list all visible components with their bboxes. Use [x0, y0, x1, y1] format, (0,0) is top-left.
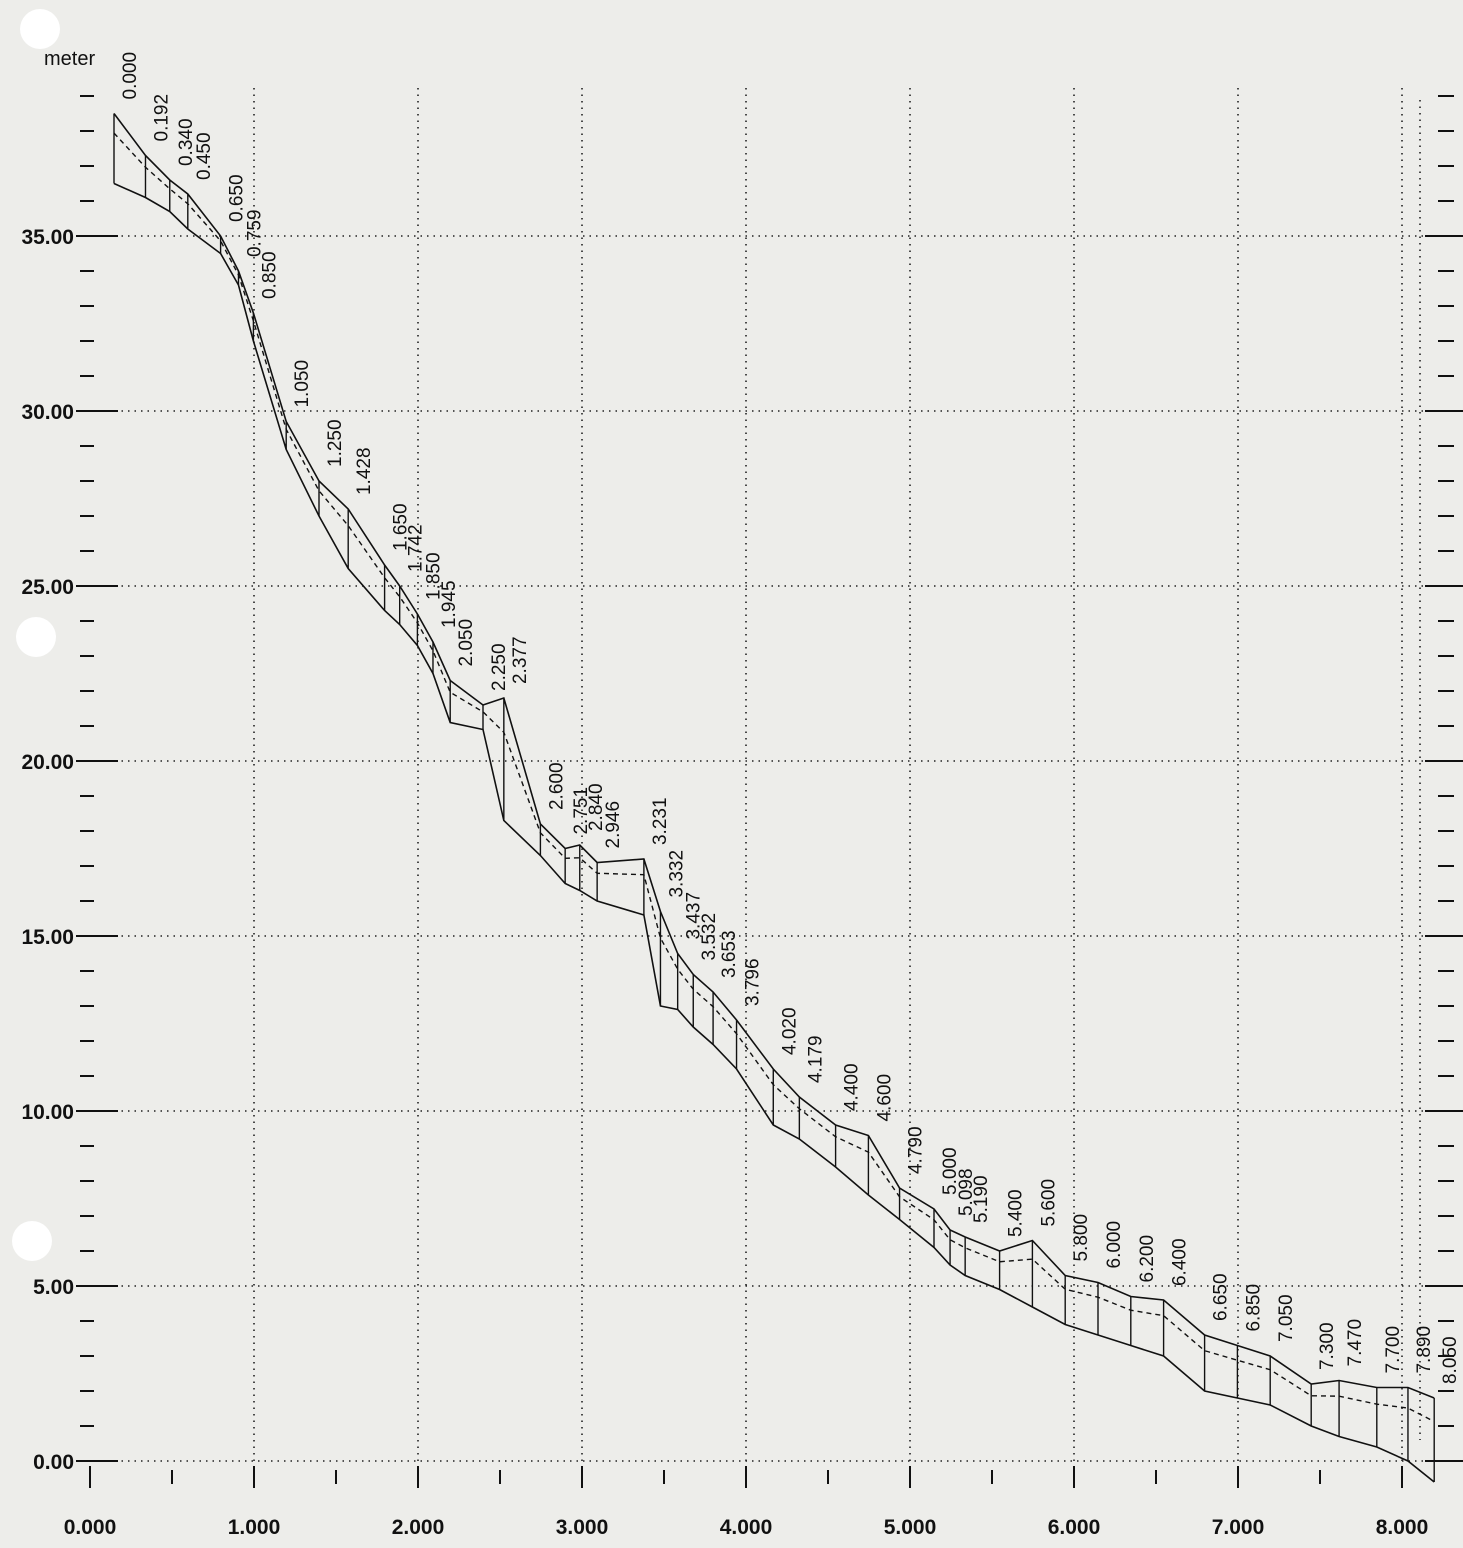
station-label: 0.340 — [176, 118, 197, 166]
station-label: 1.050 — [292, 360, 313, 408]
station-label: 7.300 — [1317, 1322, 1338, 1370]
structure-top-line — [113, 113, 1435, 1399]
x-tick-label: 1.000 — [228, 1516, 281, 1539]
station-label: 2.840 — [586, 783, 607, 831]
binder-hole-top — [20, 9, 60, 49]
y-tick-label: 25.00 — [21, 576, 74, 599]
station-label: 7.050 — [1276, 1294, 1297, 1342]
station-label: 2.751 — [571, 787, 592, 835]
y-tick-label: 10.00 — [21, 1101, 74, 1124]
x-tick-label: 6.000 — [1048, 1516, 1101, 1539]
station-label: 2.250 — [489, 643, 510, 691]
profile-layer — [113, 113, 1435, 1483]
station-label: 2.050 — [456, 619, 477, 667]
station-label: 4.600 — [874, 1074, 895, 1122]
station-label: 7.470 — [1345, 1319, 1366, 1367]
station-label: 6.200 — [1137, 1235, 1158, 1283]
x-tick-label: 2.000 — [392, 1516, 445, 1539]
axis-layer: 0.00 5.00 10.00 15.00 20.00 25.00 30.00 35.00 0.… — [21, 95, 1463, 1539]
water-level-line — [113, 132, 1435, 1423]
x-tick-label: 5.000 — [884, 1516, 937, 1539]
y-axis-unit-label: meter — [44, 48, 95, 70]
station-label: 1.742 — [406, 524, 427, 572]
x-tick-label: 8.000 — [1376, 1516, 1429, 1539]
station-label: 5.400 — [1006, 1189, 1027, 1237]
grid-layer — [76, 88, 1440, 1462]
station-label: 6.000 — [1104, 1221, 1125, 1269]
station-label: 7.700 — [1383, 1326, 1404, 1374]
y-tick-label: 15.00 — [21, 926, 74, 949]
station-label: 3.231 — [650, 797, 671, 845]
station-label: 0.000 — [120, 52, 141, 100]
station-label: 1.250 — [325, 419, 346, 467]
station-label: 4.400 — [842, 1063, 863, 1111]
station-label: 5.098 — [956, 1168, 977, 1216]
x-tick-label: 0.000 — [64, 1516, 117, 1539]
station-label: 1.428 — [354, 447, 375, 495]
binder-holes — [12, 9, 60, 1261]
y-tick-label: 0.00 — [33, 1451, 74, 1474]
station-label: 3.437 — [684, 892, 705, 940]
station-label: 5.000 — [940, 1147, 961, 1195]
station-label: 6.400 — [1170, 1238, 1191, 1286]
station-label: 6.850 — [1243, 1284, 1264, 1332]
station-label: 0.650 — [227, 174, 248, 222]
x-tick-label: 4.000 — [720, 1516, 773, 1539]
station-label: 1.650 — [391, 503, 412, 551]
station-label: 4.790 — [906, 1126, 927, 1174]
station-label: 0.850 — [259, 251, 280, 299]
binder-hole-bottom — [12, 1221, 52, 1261]
station-label: 0.759 — [244, 209, 265, 257]
station-label: 2.377 — [510, 636, 531, 684]
y-tick-label: 30.00 — [21, 401, 74, 424]
station-label: 3.332 — [666, 850, 687, 898]
station-label: 5.800 — [1071, 1214, 1092, 1262]
station-label: 2.946 — [603, 801, 624, 849]
station-label: 7.890 — [1414, 1326, 1435, 1374]
station-label: 4.179 — [805, 1035, 826, 1083]
y-tick-label: 20.00 — [21, 751, 74, 774]
binder-hole-middle — [16, 617, 56, 657]
x-tick-label: 7.000 — [1212, 1516, 1265, 1539]
y-tick-label: 35.00 — [21, 226, 74, 249]
station-label: 3.532 — [699, 913, 720, 961]
station-label: 4.020 — [779, 1007, 800, 1055]
station-label: 3.796 — [743, 958, 764, 1006]
x-tick-label: 3.000 — [556, 1516, 609, 1539]
station-label: 5.600 — [1038, 1179, 1059, 1227]
y-tick-label: 5.00 — [33, 1276, 74, 1299]
station-label: 5.190 — [971, 1175, 992, 1223]
station-label: 1.850 — [423, 552, 444, 600]
station-label: 1.945 — [439, 580, 460, 628]
station-label: 0.450 — [194, 132, 215, 180]
station-label: 6.650 — [1211, 1273, 1232, 1321]
station-label: 8.050 — [1440, 1336, 1461, 1384]
station-label: 3.653 — [719, 930, 740, 978]
station-label: 2.600 — [546, 762, 567, 810]
station-label: 0.192 — [151, 94, 172, 142]
